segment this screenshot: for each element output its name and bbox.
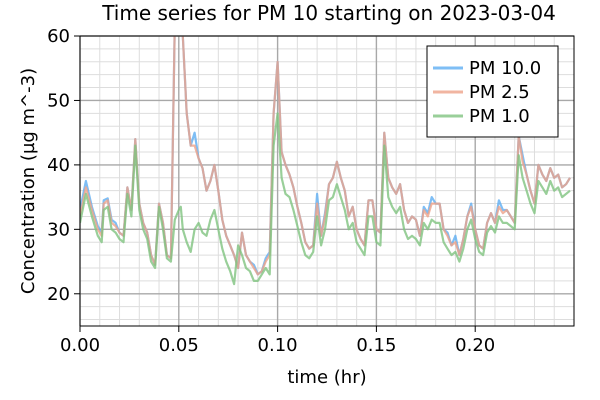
y-axis-label: Concentration (µg m^-3) [18, 68, 39, 294]
legend: PM 10.0 PM 2.5 PM 1.0 [426, 45, 559, 138]
legend-label: PM 1.0 [469, 106, 530, 127]
y-tick-label: 40 [47, 155, 70, 176]
x-tick-label: 0.05 [159, 335, 199, 356]
legend-label: PM 10.0 [469, 58, 541, 79]
x-tick-label: 0.00 [60, 335, 100, 356]
y-tick-label: 60 [47, 26, 70, 47]
x-tick-label: 0.10 [258, 335, 298, 356]
y-tick-label: 20 [47, 284, 70, 305]
x-tick-label: 0.15 [356, 335, 396, 356]
plot-frame [79, 35, 575, 327]
tick-layer: 0.00 0.05 0.10 0.15 0.20 20 30 40 50 60 [47, 26, 495, 356]
x-axis-label: time (hr) [287, 367, 366, 388]
series-line-3 [80, 112, 571, 286]
y-tick-label: 30 [47, 219, 70, 240]
chart-title: Time series for PM 10 starting on 2023-0… [101, 1, 556, 25]
y-tick-label: 50 [47, 90, 70, 111]
legend-label: PM 2.5 [469, 82, 530, 103]
series-layer [80, 36, 571, 286]
x-tick-label: 0.20 [455, 335, 495, 356]
